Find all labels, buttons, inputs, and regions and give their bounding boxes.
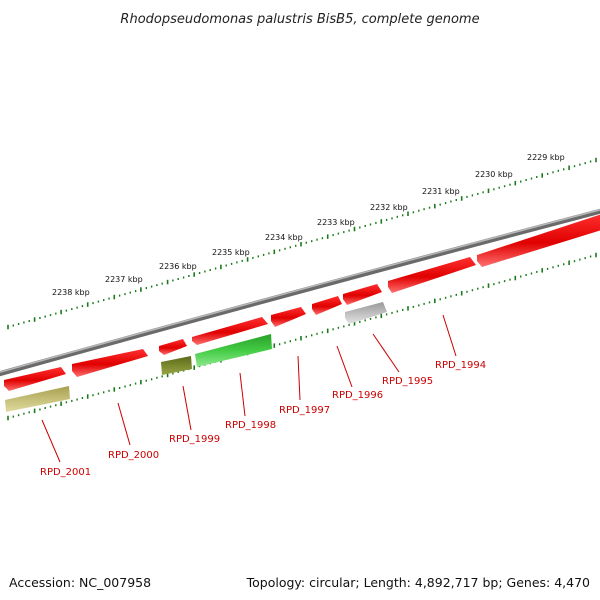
gene-rpd-1995-forward[interactable] — [343, 284, 382, 305]
gene-rpd-2001-forward[interactable] — [4, 367, 66, 391]
gene-label-rpd-1996[interactable]: RPD_1996 — [332, 390, 383, 401]
leader-line-rpd-2000 — [117, 402, 131, 446]
leader-line-rpd-2001 — [41, 419, 61, 463]
genome-backbone — [0, 208, 600, 377]
gene-rpd-1998-forward[interactable] — [192, 317, 268, 345]
gene-rpd-1996-forward[interactable] — [312, 296, 342, 315]
gene-leader-lines — [41, 314, 457, 463]
leader-line-rpd-1996 — [336, 345, 353, 388]
topology-text: Topology: circular; Length: 4,892,717 bp… — [246, 575, 590, 590]
genome-backbone-highlight — [0, 209, 600, 373]
scale-label-2237: 2237 kbp — [105, 275, 143, 284]
scale-label-2231: 2231 kbp — [422, 187, 460, 196]
scale-label-2238: 2238 kbp — [52, 288, 90, 297]
gene-rpd-1994-forward[interactable] — [388, 257, 476, 293]
inner-tick-ring — [7, 252, 597, 421]
leader-line-rpd-1994 — [442, 314, 457, 357]
scale-label-2234: 2234 kbp — [265, 233, 303, 242]
scale-label-2236: 2236 kbp — [159, 262, 197, 271]
gene-rpd-2001-reverse[interactable] — [5, 386, 70, 412]
gene-rpd-1998-reverse[interactable] — [195, 334, 272, 367]
scale-label-2232: 2232 kbp — [370, 203, 408, 212]
accession-text: Accession: NC_007958 — [9, 575, 152, 590]
forward-genes — [4, 213, 600, 391]
gene-rpd-1995-reverse[interactable] — [345, 302, 387, 324]
page-title: Rhodopseudomonas palustris BisB5, comple… — [120, 12, 479, 27]
gene-label-rpd-2001[interactable]: RPD_2001 — [40, 467, 91, 478]
gene-label-rpd-1998[interactable]: RPD_1998 — [225, 420, 276, 431]
gene-label-rpd-2000[interactable]: RPD_2000 — [108, 450, 159, 461]
gene-rpd-1999-forward[interactable] — [159, 339, 187, 355]
scale-labels: 2238 kbp 2237 kbp 2236 kbp 2235 kbp 2234… — [52, 153, 565, 297]
gene-labels: RPD_2001 RPD_2000 RPD_1999 RPD_1998 RPD_… — [40, 360, 486, 478]
gene-rpd-1993-forward[interactable] — [477, 213, 600, 267]
scale-label-2229: 2229 kbp — [527, 153, 565, 162]
reverse-genes — [5, 302, 387, 412]
gene-rpd-1999-reverse[interactable] — [161, 356, 192, 375]
leader-line-rpd-1995 — [372, 333, 400, 373]
leader-line-rpd-1999 — [182, 385, 192, 431]
gene-label-rpd-1994[interactable]: RPD_1994 — [435, 360, 486, 371]
gene-label-rpd-1995[interactable]: RPD_1995 — [382, 376, 433, 387]
gene-label-rpd-1999[interactable]: RPD_1999 — [169, 434, 220, 445]
gene-rpd-2000-forward[interactable] — [72, 349, 148, 377]
leader-line-rpd-1997 — [297, 355, 301, 401]
gene-label-rpd-1997[interactable]: RPD_1997 — [279, 405, 330, 416]
leader-line-rpd-1998 — [239, 372, 246, 417]
scale-label-2230: 2230 kbp — [475, 170, 513, 179]
gene-rpd-1997-forward[interactable] — [271, 307, 306, 327]
scale-label-2235: 2235 kbp — [212, 248, 250, 257]
scale-label-2233: 2233 kbp — [317, 218, 355, 227]
outer-tick-ring — [7, 157, 597, 330]
